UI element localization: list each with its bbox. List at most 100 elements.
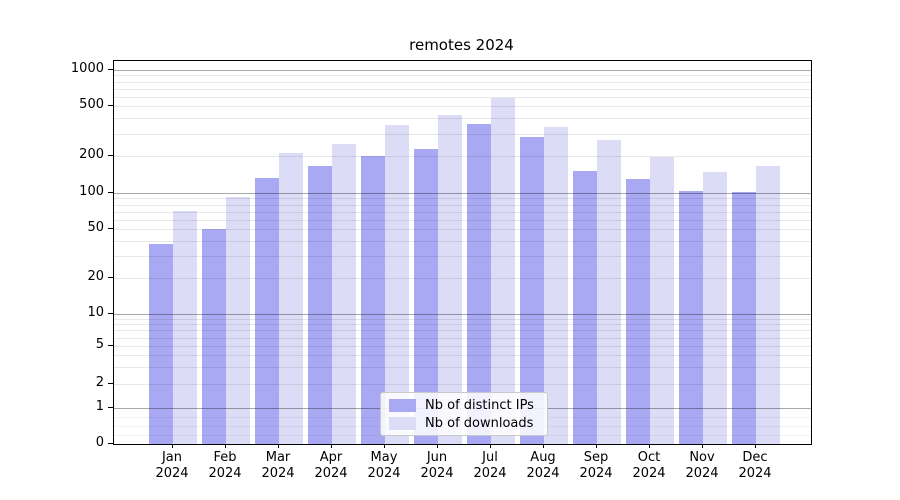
y-tick-label: 20	[87, 269, 104, 284]
bar-distinct-ips	[467, 123, 491, 444]
gridline	[114, 355, 811, 357]
x-tick-label: Jan 2024	[155, 450, 189, 481]
bar-distinct-ips	[149, 243, 173, 444]
y-axis-tick	[108, 228, 113, 229]
bar-distinct-ips	[679, 191, 703, 444]
y-axis-tick	[108, 407, 113, 408]
bar-distinct-ips	[732, 192, 756, 444]
y-tick-label: 1000	[70, 61, 104, 76]
y-axis-tick	[108, 192, 113, 193]
y-tick-label: 200	[79, 147, 104, 162]
x-tick-label: Aug 2024	[526, 450, 560, 481]
legend-swatch	[389, 398, 416, 412]
x-axis-tick	[172, 444, 173, 448]
bar-downloads	[703, 172, 727, 444]
gridline	[114, 96, 811, 98]
bar-downloads	[385, 124, 409, 444]
y-tick-label: 5	[95, 337, 104, 352]
y-tick-label: 2	[95, 375, 104, 390]
legend: Nb of distinct IPs Nb of downloads	[380, 392, 548, 436]
y-axis-tick	[108, 383, 113, 384]
gridline	[114, 219, 811, 221]
y-axis-tick	[108, 345, 113, 346]
gridline	[114, 75, 811, 77]
x-axis-tick	[596, 444, 597, 448]
legend-label: Nb of downloads	[425, 415, 534, 431]
x-tick-label: Apr 2024	[314, 450, 348, 481]
bar-downloads	[173, 210, 197, 444]
x-axis-tick	[543, 444, 544, 448]
gridline	[114, 118, 811, 120]
gridline	[114, 337, 811, 339]
x-tick-label: May 2024	[367, 450, 401, 481]
bar-downloads	[491, 98, 515, 444]
y-tick-label: 1	[95, 399, 104, 414]
gridline	[114, 278, 811, 279]
y-axis-tick	[108, 277, 113, 278]
gridline	[114, 106, 811, 107]
x-axis-tick	[649, 444, 650, 448]
gridline	[114, 346, 811, 347]
gridline	[114, 204, 811, 206]
legend-label: Nb of distinct IPs	[425, 397, 534, 413]
y-axis-tick	[108, 443, 113, 444]
y-axis-tick	[108, 155, 113, 156]
bar-downloads	[650, 157, 674, 444]
x-tick-label: Jul 2024	[473, 450, 507, 481]
x-axis-tick	[755, 444, 756, 448]
gridline	[114, 211, 811, 213]
bar-downloads	[332, 143, 356, 444]
y-tick-label: 500	[79, 97, 104, 112]
bar-downloads	[279, 152, 303, 444]
gridline	[114, 70, 811, 71]
y-tick-label: 50	[87, 220, 104, 235]
y-axis-tick	[108, 313, 113, 314]
gridline	[114, 384, 811, 385]
x-tick-label: Sep 2024	[579, 450, 613, 481]
plot-area	[113, 60, 812, 445]
y-tick-label: 100	[79, 184, 104, 199]
gridline	[114, 133, 811, 135]
bar-distinct-ips	[255, 177, 279, 444]
bar-distinct-ips	[573, 171, 597, 444]
y-axis-tick	[108, 69, 113, 70]
x-tick-label: Mar 2024	[261, 450, 295, 481]
gridline	[114, 156, 811, 157]
bar-downloads	[597, 140, 621, 444]
bar-distinct-ips	[308, 165, 332, 444]
chart-title: remotes 2024	[409, 36, 514, 54]
x-axis-tick	[384, 444, 385, 448]
x-tick-label: Jun 2024	[420, 450, 454, 481]
bar-downloads	[438, 114, 462, 444]
x-axis-tick	[278, 444, 279, 448]
bar-distinct-ips	[202, 229, 226, 444]
y-axis-tick	[108, 105, 113, 106]
gridline	[114, 193, 811, 194]
gridline	[114, 318, 811, 320]
gridline	[114, 330, 811, 332]
gridline	[114, 256, 811, 258]
x-axis-tick	[331, 444, 332, 448]
gridline	[114, 240, 811, 242]
legend-item: Nb of downloads	[389, 416, 539, 431]
gridline	[114, 324, 811, 326]
gridline	[114, 198, 811, 200]
x-axis-tick	[702, 444, 703, 448]
gridline	[114, 229, 811, 230]
bar-distinct-ips	[626, 179, 650, 444]
y-tick-label: 0	[95, 435, 104, 450]
x-tick-label: Nov 2024	[685, 450, 719, 481]
bar-downloads	[226, 196, 250, 444]
y-tick-label: 10	[87, 305, 104, 320]
x-axis-tick	[437, 444, 438, 448]
x-tick-label: Oct 2024	[632, 450, 666, 481]
bar-downloads	[756, 165, 780, 444]
legend-item: Nb of distinct IPs	[389, 398, 539, 413]
legend-swatch	[389, 416, 416, 430]
gridline	[114, 88, 811, 90]
bar-downloads	[544, 127, 568, 444]
x-axis-tick	[225, 444, 226, 448]
x-tick-label: Feb 2024	[208, 450, 242, 481]
gridline	[114, 81, 811, 83]
